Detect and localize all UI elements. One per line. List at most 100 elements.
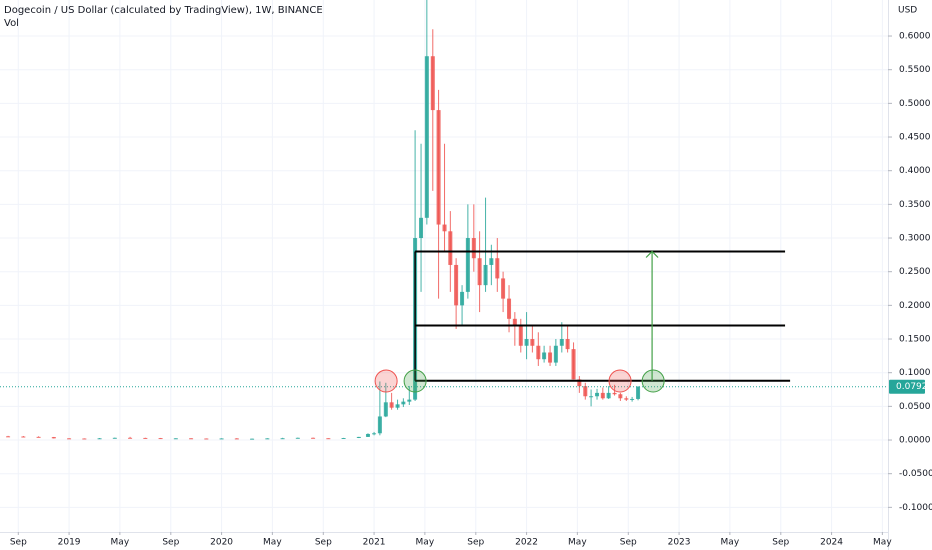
candle-body [460, 291, 465, 306]
candle-body [401, 401, 406, 405]
price-label-box [889, 379, 925, 394]
candle-body [265, 438, 270, 440]
candle-body [204, 438, 209, 440]
candle-body [395, 404, 400, 408]
candle-body [189, 438, 194, 440]
x-tick-label: Sep [162, 538, 179, 548]
x-tick-label: May [873, 538, 892, 548]
candle-body [624, 398, 629, 400]
candle-body [97, 438, 102, 440]
candle-body [234, 438, 239, 440]
candle-body [356, 436, 361, 439]
x-tick-label: May [263, 538, 282, 548]
marker-circle [403, 369, 427, 393]
y-tick-label: -0.0500 [899, 469, 932, 479]
y-tick-label: 0.2000 [899, 301, 931, 311]
y-tick-label: 0.0000 [899, 436, 931, 446]
candle-body [530, 339, 535, 346]
candle-body [630, 398, 635, 400]
x-tick-label: May [111, 538, 130, 548]
volume-label: Vol [4, 18, 19, 29]
candle-body [21, 436, 26, 438]
candle-body [112, 437, 117, 439]
candle-body [430, 56, 435, 111]
y-tick-label: 0.4000 [899, 166, 931, 176]
candle-body [377, 416, 382, 434]
x-tick-label: 2021 [363, 538, 386, 548]
axes: 0.6000 0.5500 0.5000 0.4500 0.4000 0.3500 0.30… [10, 32, 932, 548]
marker-circle [608, 369, 632, 393]
candle-body [565, 339, 570, 350]
candle-body [559, 339, 564, 346]
x-tick-label: May [568, 538, 587, 548]
x-tick-label: 2019 [58, 538, 81, 548]
candle-body [295, 437, 300, 439]
chart-title: Dogecoin / US Dollar (calculated by Trad… [4, 5, 323, 16]
marker-circle [374, 369, 398, 393]
candle-body [389, 402, 394, 408]
arrow-head [645, 250, 659, 258]
candle-body [471, 238, 476, 259]
candle-body [477, 258, 482, 286]
candle-body [589, 396, 594, 398]
candle-body [595, 392, 600, 397]
candle-body [365, 433, 370, 437]
candle-body [577, 379, 582, 387]
candle-body [424, 56, 429, 218]
candle-body [143, 437, 148, 439]
candle-body [250, 438, 255, 440]
candle-body [158, 438, 163, 440]
candle-body [51, 437, 56, 439]
grid [0, 0, 888, 532]
x-tick-label: Sep [772, 538, 789, 548]
candle-body [618, 394, 623, 399]
candle-body [512, 318, 517, 326]
candle-body [571, 349, 576, 380]
y-tick-label: 0.3500 [899, 200, 931, 210]
candle-body [536, 345, 541, 360]
candle-body [383, 402, 388, 417]
x-tick-label: 2024 [820, 538, 843, 548]
candle-body [518, 325, 523, 346]
candle-body [436, 110, 441, 225]
y-tick-label: 0.1500 [899, 335, 931, 345]
y-tick-label: 0.3000 [899, 234, 931, 244]
candle-body [501, 278, 506, 299]
candle-body [448, 231, 453, 265]
candle-body [483, 264, 488, 286]
x-tick-label: May [416, 538, 435, 548]
y-tick-label: 0.5500 [899, 65, 931, 75]
x-tick-label: Sep [620, 538, 637, 548]
candle-body [612, 392, 617, 395]
candle-body [465, 238, 470, 292]
candle-body [600, 392, 605, 399]
y-tick-label: -0.1000 [899, 503, 932, 513]
candle-body [219, 438, 224, 440]
candle-body [419, 217, 424, 239]
candle-body [82, 438, 87, 440]
y-tick-label: 0.6000 [899, 32, 931, 42]
candle-body [372, 433, 377, 435]
candle-body [524, 339, 529, 346]
candle-body [36, 436, 41, 438]
y-tick-label: 0.1000 [899, 368, 931, 378]
candle-body [636, 386, 641, 399]
candle-body [548, 352, 553, 363]
candle-body [442, 224, 447, 232]
candle-body [67, 438, 72, 440]
x-tick-label: 2023 [668, 538, 691, 548]
x-tick-label: 2022 [515, 538, 538, 548]
candle-body [583, 386, 588, 397]
candle-body [341, 438, 346, 440]
candle-body [542, 352, 547, 360]
y-tick-label: 0.4500 [899, 133, 931, 143]
x-tick-label: 2020 [210, 538, 233, 548]
marker-circle [641, 369, 665, 393]
candle-body [507, 298, 512, 319]
x-tick-label: Sep [10, 538, 27, 548]
candle-body [6, 436, 11, 438]
candle-body [489, 258, 494, 265]
candle-body [553, 345, 558, 363]
